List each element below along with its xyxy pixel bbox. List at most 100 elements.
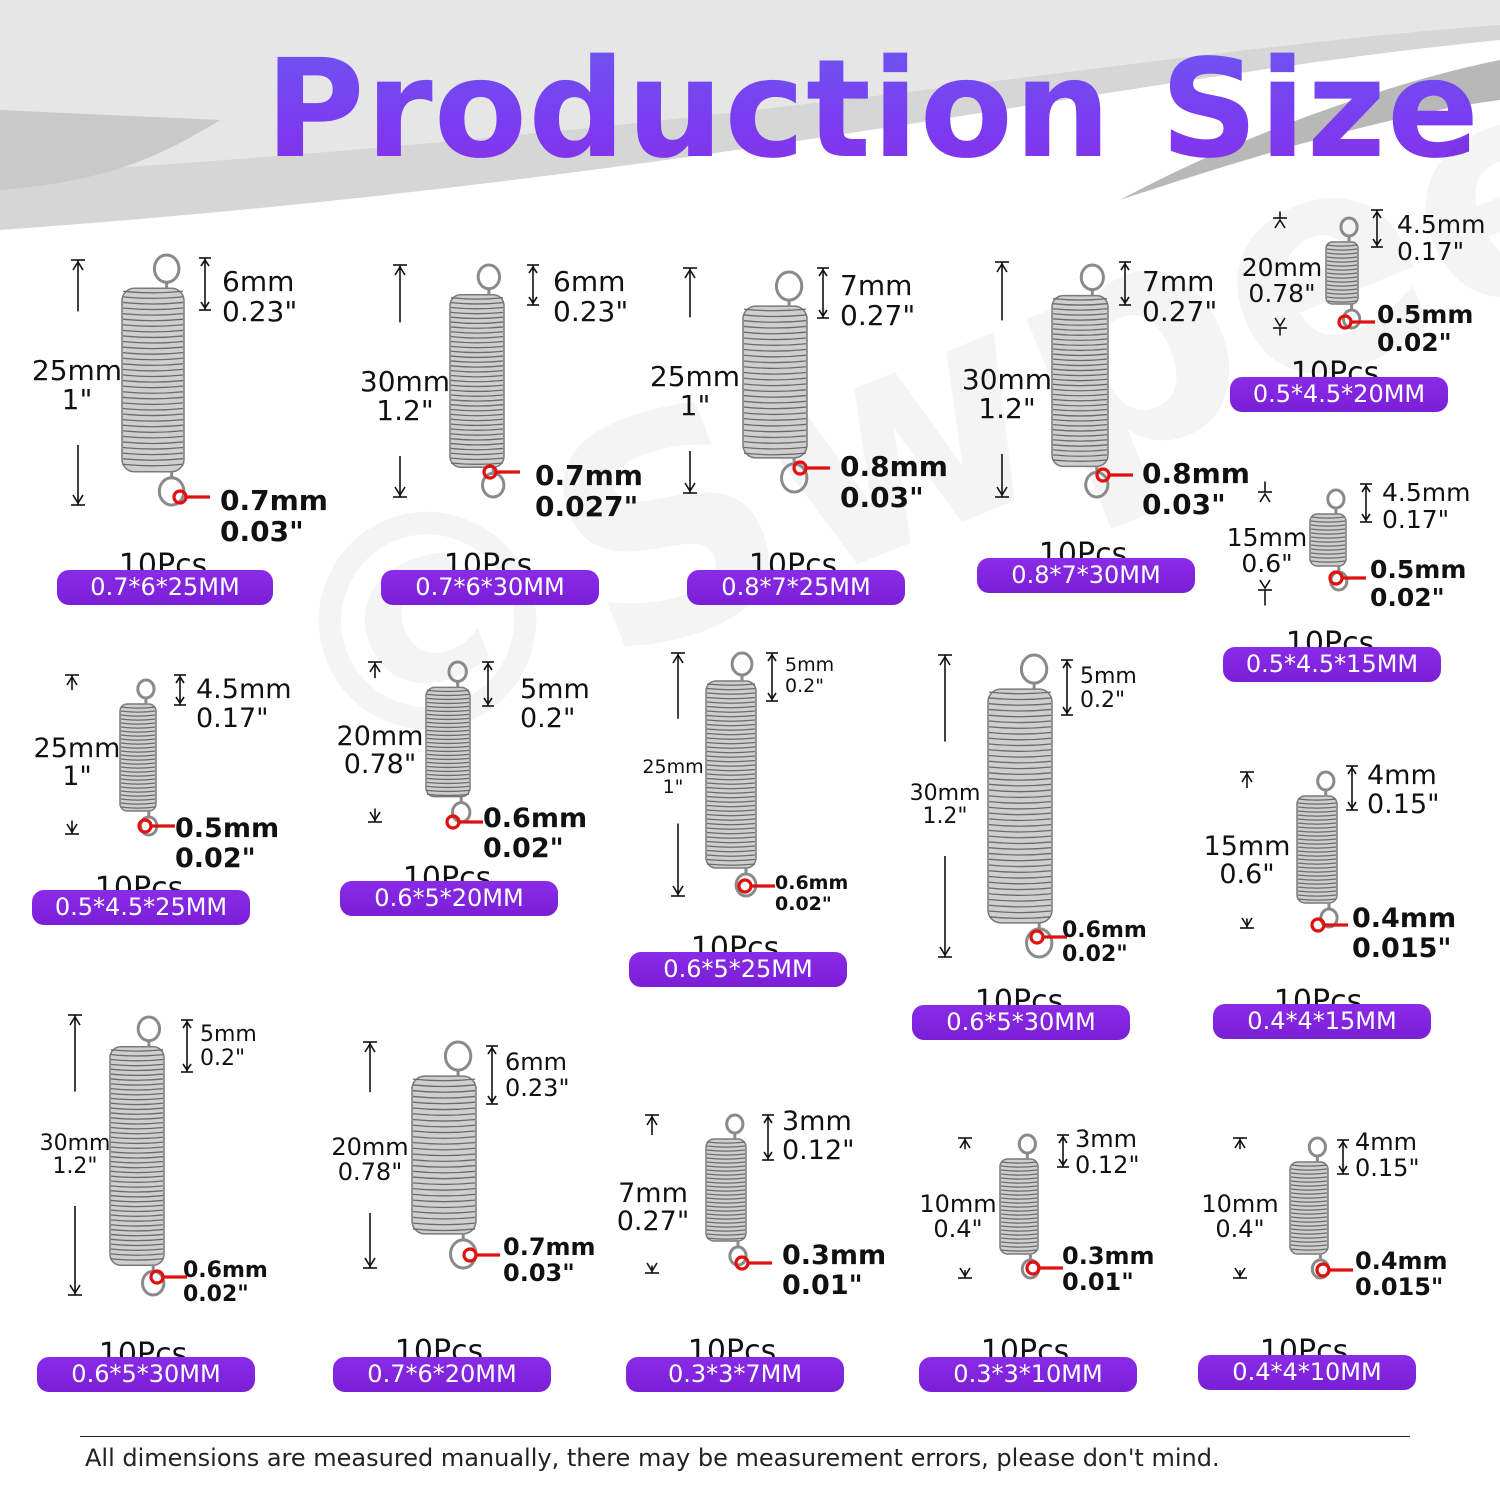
- length-inch-label: 1.2": [52, 1154, 98, 1180]
- length-mm-label: 25mm: [33, 733, 121, 764]
- outer-diameter-inch-label: 0.17": [196, 703, 269, 735]
- spring-coil-icon: [999, 1133, 1041, 1280]
- wire-diameter-inch-label: 0.02": [483, 832, 564, 864]
- wire-diameter-inch-label: 0.03": [1142, 487, 1226, 521]
- spring-coil-icon: [119, 678, 159, 837]
- wire-diameter-mm-label: 0.7mm: [220, 484, 328, 517]
- spring-coil-icon: [425, 660, 472, 824]
- wire-diameter-mm-label: 0.5mm: [175, 813, 280, 844]
- length-mm-label: 7mm: [618, 1178, 688, 1209]
- size-badge: 0.6*5*30MM: [37, 1357, 255, 1392]
- size-badge: 0.6*5*30MM: [912, 1005, 1130, 1040]
- length-mm-label: 10mm: [1201, 1190, 1279, 1218]
- wire-diameter-inch-label: 0.02": [183, 1282, 249, 1308]
- outer-diameter-mm-label: 5mm: [520, 674, 590, 705]
- spring-coil-icon: [109, 1015, 166, 1297]
- wire-diameter-inch-label: 0.03": [220, 514, 304, 548]
- diameter-arrow-icon: [174, 674, 186, 706]
- outer-diameter-mm-label: 6mm: [505, 1048, 568, 1076]
- length-inch-label: 0.27": [616, 1206, 690, 1238]
- wire-diameter-mm-label: 0.5mm: [1370, 555, 1467, 584]
- wire-diameter-inch-label: 0.027": [535, 489, 639, 523]
- length-mm-label: 30mm: [909, 781, 981, 806]
- wire-diameter-mm-label: 0.4mm: [1355, 1247, 1448, 1275]
- length-inch-label: 0.4": [933, 1215, 983, 1244]
- wire-diameter-inch-label: 0.02": [1377, 327, 1452, 357]
- length-inch-label: 1": [662, 775, 684, 798]
- length-arrow-icon: [1258, 481, 1272, 606]
- length-mm-label: 25mm: [649, 360, 741, 393]
- wire-diameter-inch-label: 0.03": [840, 480, 924, 514]
- outer-diameter-mm-label: 7mm: [1142, 265, 1215, 298]
- outer-diameter-mm-label: 3mm: [782, 1106, 852, 1137]
- outer-diameter-mm-label: 5mm: [1080, 664, 1137, 689]
- wire-diameter-mm-label: 0.3mm: [1062, 1242, 1155, 1270]
- outer-diameter-inch-label: 0.12": [1075, 1150, 1140, 1179]
- outer-diameter-mm-label: 5mm: [200, 1022, 257, 1047]
- wire-diameter-mm-label: 0.6mm: [775, 872, 849, 894]
- wire-diameter-inch-label: 0.01": [782, 1269, 863, 1301]
- outer-diameter-inch-label: 0.17": [1397, 237, 1465, 266]
- spring-coil-icon: [1325, 216, 1362, 330]
- wire-diameter-marker-icon: [482, 464, 520, 480]
- wire-diameter-mm-label: 0.8mm: [840, 450, 948, 483]
- diameter-arrow-icon: [1337, 1139, 1349, 1175]
- diameter-arrow-icon: [527, 264, 539, 306]
- spring-coil-icon: [1051, 263, 1110, 499]
- size-badge: 0.7*6*20MM: [333, 1357, 551, 1392]
- wire-diameter-marker-icon: [1315, 1262, 1353, 1278]
- length-arrow-icon: [645, 1114, 659, 1274]
- wire-diameter-mm-label: 0.4mm: [1352, 903, 1457, 934]
- length-arrow-icon: [71, 259, 85, 506]
- length-inch-label: 1": [61, 383, 93, 417]
- length-mm-label: 10mm: [919, 1190, 997, 1218]
- diameter-arrow-icon: [817, 267, 829, 319]
- wire-diameter-inch-label: 0.02": [1370, 582, 1445, 612]
- outer-diameter-inch-label: 0.2": [785, 674, 824, 697]
- diameter-arrow-icon: [199, 257, 211, 311]
- wire-diameter-marker-icon: [172, 489, 210, 505]
- size-badge: 0.4*4*15MM: [1213, 1004, 1431, 1039]
- wire-diameter-marker-icon: [1025, 1260, 1063, 1276]
- length-inch-label: 0.6": [1241, 549, 1293, 579]
- wire-diameter-marker-icon: [1310, 917, 1348, 933]
- size-badge: 0.7*6*25MM: [57, 570, 273, 605]
- wire-diameter-inch-label: 0.015": [1352, 932, 1452, 964]
- outer-diameter-mm-label: 4.5mm: [196, 674, 292, 705]
- wire-diameter-marker-icon: [445, 814, 483, 830]
- outer-diameter-mm-label: 7mm: [840, 269, 913, 302]
- size-badge: 0.5*4.5*15MM: [1223, 647, 1441, 682]
- length-arrow-icon: [65, 674, 79, 835]
- outer-diameter-inch-label: 0.12": [782, 1135, 855, 1167]
- diameter-arrow-icon: [1360, 483, 1372, 523]
- diameter-arrow-icon: [486, 1045, 498, 1105]
- length-inch-label: 0.78": [343, 749, 417, 781]
- outer-diameter-inch-label: 0.27": [1142, 295, 1218, 329]
- outer-diameter-inch-label: 0.23": [505, 1073, 570, 1102]
- outer-diameter-inch-label: 0.2": [520, 703, 576, 735]
- spring-coil-icon: [1289, 1136, 1331, 1280]
- length-mm-label: 15mm: [1203, 831, 1291, 862]
- wire-diameter-marker-icon: [734, 1255, 772, 1271]
- outer-diameter-inch-label: 0.15": [1367, 789, 1440, 821]
- length-mm-label: 20mm: [336, 721, 424, 752]
- length-mm-label: 30mm: [359, 365, 451, 398]
- outer-diameter-mm-label: 4.5mm: [1397, 210, 1486, 239]
- length-arrow-icon: [363, 1041, 377, 1269]
- outer-diameter-mm-label: 4.5mm: [1382, 478, 1471, 507]
- spring-coil-icon: [987, 653, 1054, 959]
- size-badge: 0.4*4*10MM: [1198, 1355, 1416, 1390]
- page-title: Production Size: [265, 20, 1485, 200]
- length-mm-label: 25mm: [642, 756, 704, 778]
- spring-coil-icon: [121, 253, 186, 507]
- length-inch-label: 0.78": [1248, 279, 1316, 309]
- wire-diameter-mm-label: 0.5mm: [1377, 300, 1474, 329]
- diameter-arrow-icon: [181, 1019, 193, 1073]
- size-badge: 0.5*4.5*20MM: [1230, 377, 1448, 412]
